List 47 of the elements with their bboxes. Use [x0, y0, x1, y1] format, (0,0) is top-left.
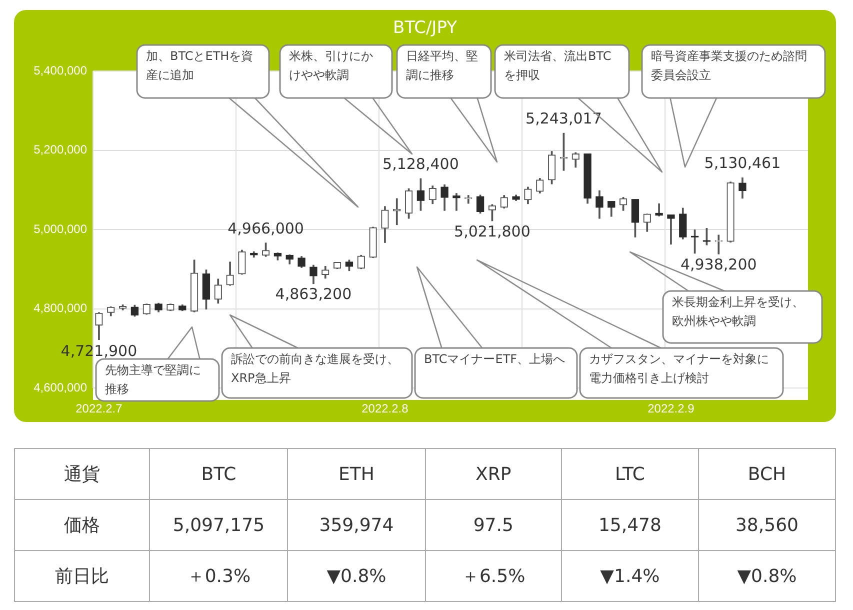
text: 価格 [64, 515, 100, 536]
annotation: 4,863,200 [275, 285, 352, 304]
candlestick [667, 214, 675, 244]
y-tick-label: 4,600,000 [34, 380, 88, 394]
annotation: BTCマイナーETF、上場へ [415, 348, 577, 398]
text: ▼0.8% [737, 566, 797, 586]
annotation: 4,938,200 [680, 255, 757, 274]
annotation: 米司法省、流出BTCを押収 [495, 45, 629, 98]
chart-title: BTC/JPY [392, 18, 458, 38]
text: 前日比 [55, 566, 110, 587]
candlestick [714, 234, 722, 254]
text: 97.5 [473, 514, 514, 536]
annotation: 訴訟での前向きな進展を受け、XRP急上昇 [222, 348, 412, 398]
annotation: 米株、引けにかけやや軟調 [280, 45, 392, 98]
text: ＋0.3% [186, 566, 251, 587]
text: 5,097,175 [172, 514, 265, 536]
x-tick-label: 2022.2.7 [76, 402, 123, 416]
text: ＋6.5% [461, 566, 526, 587]
annotation: 加、BTCとETHを資産に追加 [137, 45, 269, 98]
text: BCH [748, 464, 786, 484]
text: LTC [614, 464, 645, 484]
x-tick-label: 2022.2.8 [362, 402, 409, 416]
annotation: 先物主導で堅調に推移 [96, 359, 219, 401]
y-tick-label: 5,400,000 [34, 63, 88, 78]
text: BTC [201, 464, 236, 484]
text: 15,478 [598, 514, 662, 536]
annotation: 5,243,017 [526, 110, 602, 128]
candlestick [452, 193, 460, 211]
text: ▼1.4% [600, 566, 660, 586]
annotation: 日経平均、堅調に推移 [397, 45, 491, 98]
annotation: 暗号資産事業支援のため諮問委員会設立 [642, 45, 825, 98]
text: ETH [338, 464, 374, 484]
text: 359,974 [319, 514, 394, 536]
y-tick-label: 5,000,000 [34, 222, 88, 236]
text: 38,560 [735, 514, 798, 536]
text: ▼0.8% [326, 566, 386, 586]
x-tick-label: 2022.2.9 [648, 402, 695, 416]
annotation: 4,966,000 [228, 219, 304, 238]
text: XRP [476, 464, 512, 484]
annotation: カザフスタン、マイナーを対象に電力価格引き上げ検討 [580, 348, 783, 398]
annotation: 5,130,461 [704, 154, 781, 172]
text: 通貨 [64, 464, 100, 485]
y-tick-label: 5,200,000 [34, 142, 88, 157]
annotation: 米長期金利上昇を受け、欧州株やや軟調 [663, 291, 822, 343]
annotation: 5,128,400 [382, 155, 459, 174]
y-tick-label: 4,800,000 [34, 301, 88, 316]
annotation: 5,021,800 [454, 222, 530, 240]
